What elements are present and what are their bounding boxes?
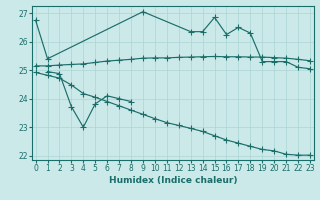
X-axis label: Humidex (Indice chaleur): Humidex (Indice chaleur) (108, 176, 237, 185)
